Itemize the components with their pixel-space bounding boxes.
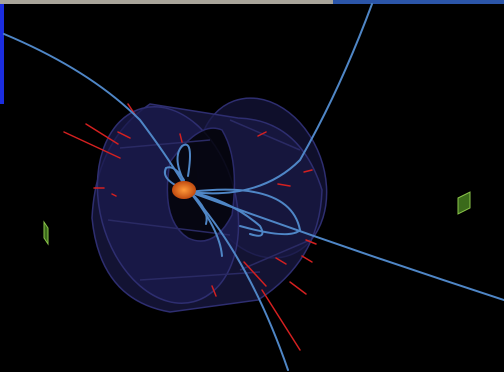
energy-deposit — [257, 131, 267, 137]
collision-vertex — [172, 181, 196, 199]
track — [189, 191, 264, 237]
track — [189, 3, 373, 195]
energy-deposit — [85, 123, 119, 145]
energy-deposit — [305, 239, 317, 245]
track — [189, 188, 302, 236]
energy-deposit — [277, 183, 291, 187]
muon-chamber-left — [43, 220, 49, 246]
energy-deposit — [179, 133, 183, 143]
energy-deposit — [117, 131, 131, 139]
panel-line — [229, 119, 301, 151]
energy-deposit — [261, 289, 301, 351]
energy-deposit — [275, 257, 287, 265]
track — [164, 166, 187, 191]
side-marker — [0, 4, 4, 104]
progress-bar-fill — [0, 0, 333, 4]
energy-deposit — [211, 285, 217, 297]
panel-line — [139, 271, 261, 281]
detector-barrel — [91, 97, 328, 313]
energy-deposit — [301, 255, 313, 263]
energy-deposit — [289, 281, 307, 295]
panel-line — [119, 139, 211, 149]
muon-chamber-right — [457, 191, 471, 215]
particle-tracks — [3, 3, 504, 371]
energy-deposits — [63, 103, 317, 351]
panel-line — [239, 239, 311, 271]
energy-deposit — [111, 193, 117, 197]
track — [189, 191, 223, 257]
panel-line — [107, 219, 231, 236]
energy-deposit — [243, 261, 267, 287]
track — [3, 33, 187, 189]
energy-deposit — [63, 131, 121, 159]
detector-inner-bore — [166, 127, 236, 242]
progress-bar — [0, 0, 504, 4]
energy-deposit — [303, 169, 313, 173]
